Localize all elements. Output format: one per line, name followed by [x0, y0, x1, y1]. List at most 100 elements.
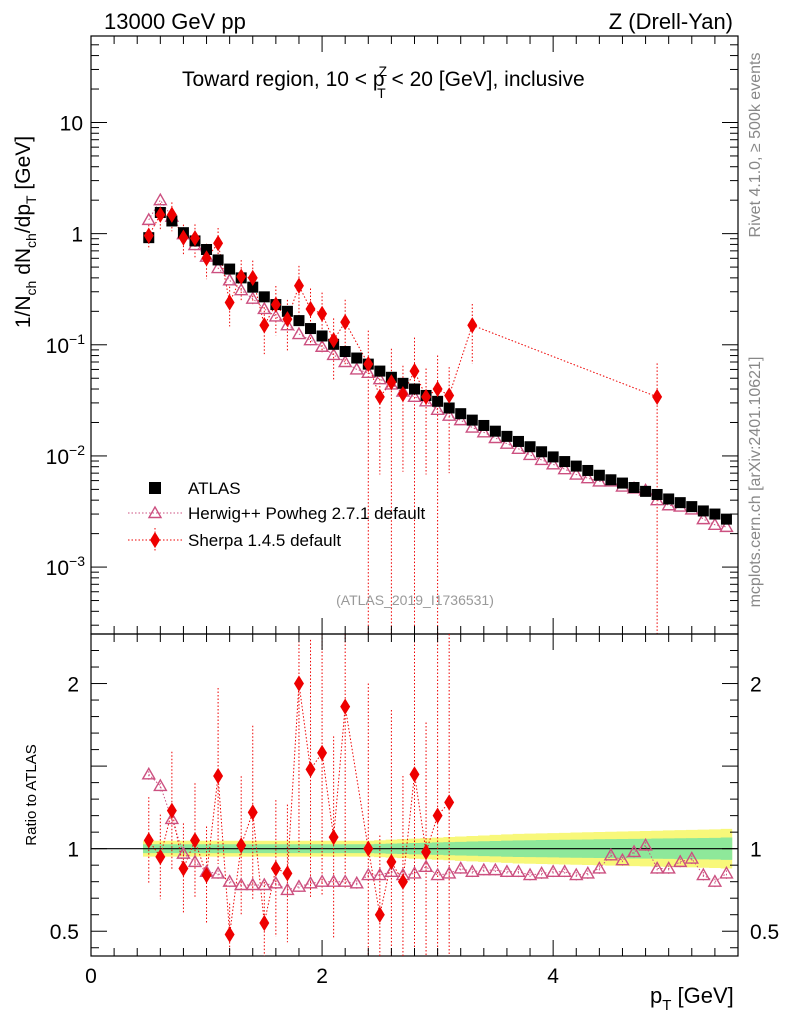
- herwig-marker: [511, 441, 526, 454]
- sherpa-marker: [247, 269, 258, 286]
- sherpa-ratio-marker: [270, 860, 281, 877]
- herwig-marker: [488, 430, 503, 444]
- sherpa-marker: [432, 380, 443, 398]
- herwig-ratio-marker: [511, 864, 526, 877]
- herwig-ratio-marker: [719, 866, 734, 879]
- herwig-marker: [303, 332, 318, 346]
- x-tick-label: 4: [547, 965, 559, 988]
- herwig-marker: [372, 371, 388, 385]
- herwig-ratio-marker: [673, 854, 688, 868]
- sherpa-ratio-marker: [155, 848, 166, 866]
- ratio-axis-ticks: 0 2 4 2 2 1 1 0.5 0.5: [50, 633, 779, 988]
- x-tick-label: 0: [85, 965, 97, 988]
- mcplots-label: mcplots.cern.ch [arXiv:2401.10621]: [747, 357, 764, 608]
- herwig-marker: [280, 317, 295, 331]
- herwig-ratio-marker: [245, 877, 260, 891]
- sherpa-ratio-marker: [432, 807, 443, 824]
- herwig-marker: [326, 347, 341, 361]
- sherpa-marker: [143, 227, 154, 244]
- herwig-ratio-marker: [661, 861, 676, 874]
- y-tick-label: 10: [60, 112, 83, 135]
- sherpa-marker: [155, 206, 166, 223]
- atlas-marker: [559, 456, 571, 468]
- legend-sherpa-marker: [150, 531, 160, 549]
- herwig-marker: [557, 461, 572, 475]
- herwig-ratio-marker: [187, 854, 203, 868]
- sherpa-marker: [224, 294, 235, 311]
- sherpa-ratio-marker: [236, 837, 247, 854]
- sherpa-marker: [201, 250, 212, 267]
- atlas-marker: [570, 460, 582, 472]
- sherpa-marker: [467, 317, 478, 334]
- herwig-ratio-marker: [476, 862, 492, 876]
- sherpa-marker: [178, 229, 189, 246]
- herwig-line-ratio: [148, 774, 727, 891]
- herwig-marker: [465, 420, 480, 433]
- herwig-ratio-marker: [545, 864, 561, 877]
- herwig-ratio-marker: [534, 866, 549, 879]
- herwig-marker: [430, 402, 445, 416]
- herwig-marker: [245, 291, 260, 304]
- y-tick-label: 10−2: [46, 442, 86, 469]
- atlas-marker: [374, 365, 386, 377]
- atlas-marker: [663, 493, 675, 505]
- herwig-ratio-marker: [268, 875, 284, 889]
- atlas-marker: [397, 377, 409, 389]
- atlas-marker: [547, 451, 559, 463]
- herwig-marker: [499, 436, 515, 449]
- header-right: Z (Drell-Yan): [609, 9, 733, 34]
- atlas-marker: [293, 315, 305, 327]
- herwig-ratio-marker: [499, 864, 515, 877]
- atlas-marker: [651, 488, 663, 500]
- ratio-tick-label-left: 2: [67, 674, 79, 697]
- y-axis-label: 1/Nch dNch/dpT [GeV]: [12, 136, 39, 328]
- herwig-marker: [153, 192, 168, 206]
- sherpa-ratio-marker: [409, 766, 420, 783]
- herwig-ratio-marker: [153, 778, 168, 792]
- atlas-marker: [686, 501, 698, 513]
- sherpa-marker: [363, 356, 374, 373]
- sherpa-marker: [421, 388, 432, 405]
- atlas-marker: [512, 435, 524, 447]
- sherpa-ratio-marker: [282, 865, 293, 882]
- herwig-marker: [361, 365, 376, 378]
- atlas-marker: [628, 481, 640, 493]
- herwig-marker: [545, 456, 561, 470]
- atlas-marker: [224, 263, 236, 275]
- error-bars-ratio: [148, 634, 727, 956]
- herwig-ratio-marker: [592, 861, 607, 874]
- atlas-marker: [466, 414, 478, 426]
- atlas-marker: [409, 383, 420, 395]
- atlas-marker: [258, 291, 270, 303]
- herwig-ratio-marker: [326, 874, 341, 887]
- atlas-marker: [524, 441, 536, 453]
- main-axis-ticks: 10 1 10−1 10−2 10−3: [46, 35, 738, 634]
- atlas-marker: [212, 254, 224, 266]
- sherpa-line-ratio: [148, 683, 450, 935]
- sherpa-ratio-marker: [328, 829, 339, 846]
- sherpa-marker: [305, 300, 316, 318]
- herwig-marker: [349, 362, 364, 375]
- atlas-marker: [489, 425, 501, 437]
- sherpa-marker: [386, 374, 397, 391]
- herwig-marker: [337, 354, 353, 368]
- sherpa-marker: [213, 235, 224, 252]
- herwig-marker: [314, 339, 330, 352]
- sherpa-marker: [166, 206, 177, 223]
- herwig-ratio-marker: [337, 874, 353, 887]
- herwig-marker: [441, 408, 457, 421]
- herwig-ratio-marker: [233, 877, 249, 891]
- main-plot-panel: 10 1 10−1 10−2 10−3 Toward region, 10 < pZ T …: [12, 35, 739, 635]
- herwig-ratio-marker: [164, 811, 180, 825]
- atlas-marker: [640, 485, 652, 497]
- y-tick-label: 1: [71, 224, 83, 247]
- herwig-ratio-marker: [707, 874, 723, 887]
- atlas-marker: [247, 281, 259, 293]
- sherpa-marker: [236, 268, 247, 285]
- header-left: 13000 GeV pp: [104, 9, 246, 34]
- herwig-ratio-marker: [141, 766, 156, 780]
- chart-title: Toward region, 10 < pZ T < 20 [GeV], incl…: [182, 63, 585, 101]
- legend: ATLAS Herwig++ Powheg 2.7.1 default Sherpa…: [128, 479, 425, 552]
- sherpa-marker: [317, 305, 328, 322]
